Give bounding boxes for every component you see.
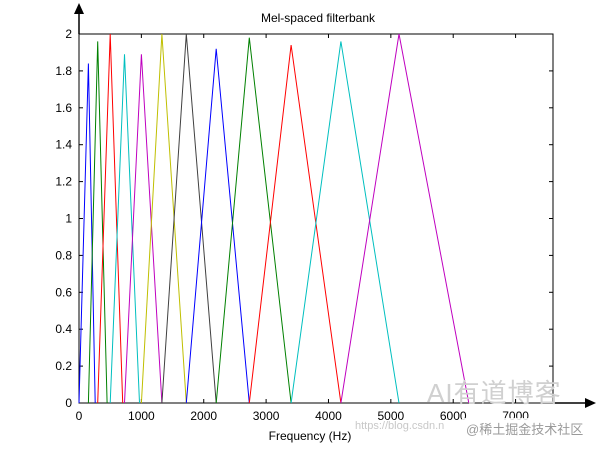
y-tick-label: 0.2: [55, 359, 72, 373]
x-tick-label: 1000: [128, 409, 155, 423]
filter-line-6: [140, 33, 187, 404]
y-tick-label: 0: [65, 396, 72, 410]
filter-line-3: [97, 33, 124, 404]
watermark-badge: @稀土掘金技术社区: [462, 418, 588, 439]
filter-line-1: [78, 63, 96, 404]
axes: 0 1000 2000 3000 4000 5000 6000 700000.20.40.60…: [55, 3, 596, 423]
filter-line-11: [290, 41, 400, 404]
y-tick-label: 0.8: [55, 248, 72, 262]
y-tick-label: 1.4: [55, 138, 72, 152]
x-tick-label: 5000: [377, 409, 404, 423]
x-tick-label: 6000: [440, 409, 467, 423]
x-tick-label: 4000: [315, 409, 342, 423]
filter-line-5: [124, 54, 163, 404]
y-tick-label: 0.4: [55, 322, 72, 336]
x-axis-arrowhead: [585, 398, 596, 408]
x-tick-label: 3000: [253, 409, 280, 423]
filter-line-2: [87, 41, 108, 404]
y-axis-arrowhead: [74, 3, 84, 14]
chart-title: Mel-spaced filterbank: [261, 11, 376, 25]
y-tick-label: 2: [65, 27, 72, 41]
filter-line-12: [340, 33, 470, 404]
y-tick-label: 1: [65, 212, 72, 226]
x-tick-label: 0: [76, 409, 83, 423]
filter-line-8: [185, 48, 250, 404]
y-tick-label: 1.2: [55, 175, 72, 189]
y-tick-label: 1.8: [55, 64, 72, 78]
filter-line-4: [109, 54, 140, 404]
x-axis-label: Frequency (Hz): [269, 429, 352, 443]
y-tick-label: 0.6: [55, 285, 72, 299]
filter-series: [78, 33, 470, 404]
x-tick-label: 2000: [190, 409, 217, 423]
filter-line-7: [161, 33, 217, 404]
watermark-brand: AI有道博客: [427, 378, 562, 408]
watermark-url: https://blog.csdn.n: [355, 420, 445, 432]
y-tick-label: 1.6: [55, 101, 72, 115]
plot-area-border: [78, 33, 554, 404]
filter-line-9: [215, 37, 292, 404]
filter-line-10: [248, 45, 342, 404]
